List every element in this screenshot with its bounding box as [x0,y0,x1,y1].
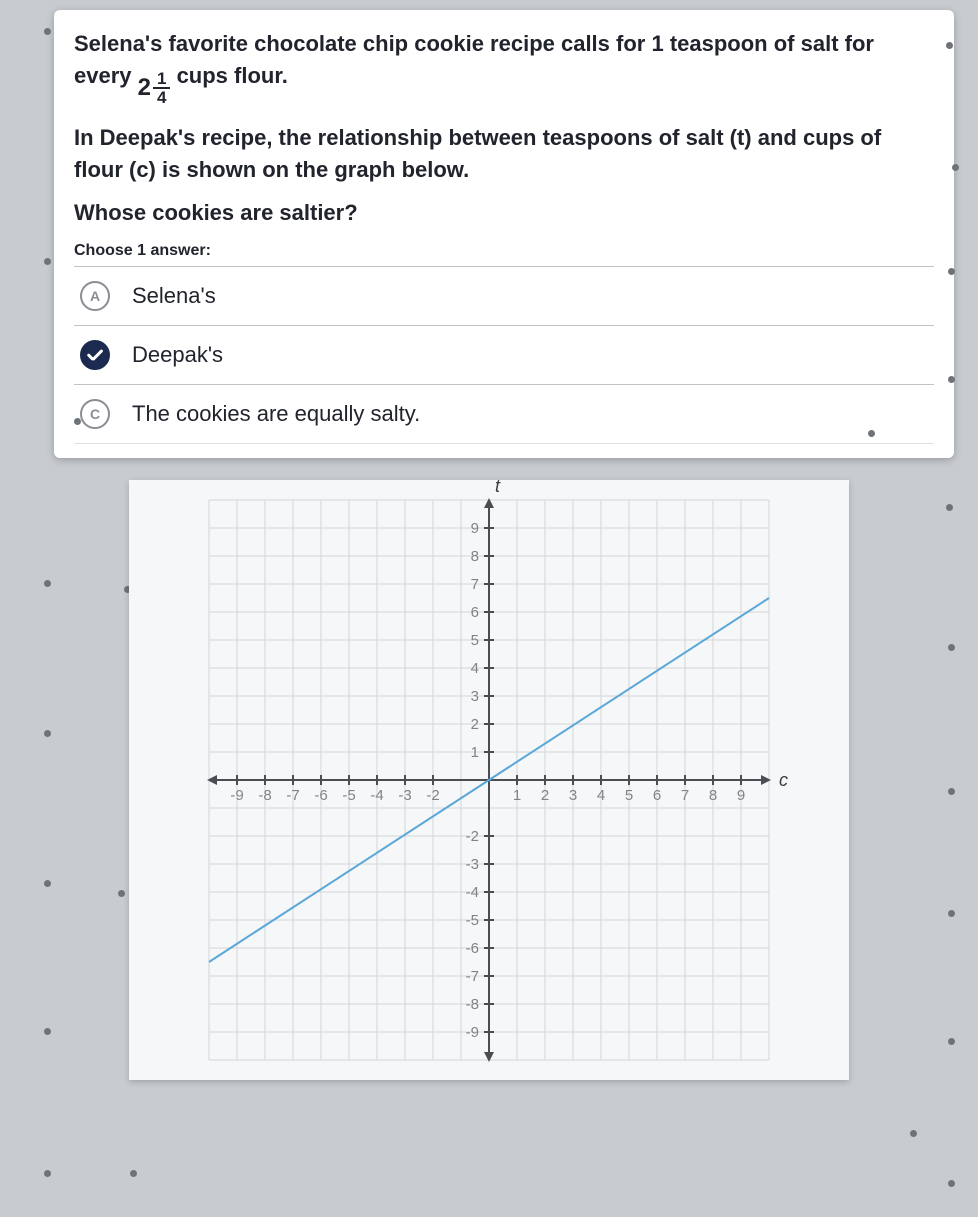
svg-text:3: 3 [569,787,577,804]
chart-svg: 1 2 3 4 5 6 7 8 9 -9 -8 -7 -6 -5 -4 -3 -2 1 2 3 4 5 6 7 8 9 -2 -3 -4… [129,480,849,1080]
fraction-whole: 2 [138,76,153,100]
svg-text:-5: -5 [466,912,479,929]
svg-text:9: 9 [737,787,745,804]
svg-text:-2: -2 [466,828,479,845]
value-teaspoon: 1 [651,31,663,56]
answer-option-b[interactable]: Deepak's [74,325,934,384]
svg-text:6: 6 [653,787,661,804]
text: cups flour. [170,63,287,88]
svg-text:-7: -7 [466,968,479,985]
problem-line-2: In Deepak's recipe, the relationship bet… [74,122,934,186]
svg-text:-8: -8 [466,996,479,1013]
svg-text:3: 3 [471,688,479,705]
svg-text:4: 4 [471,660,479,677]
svg-text:8: 8 [709,787,717,804]
svg-text:5: 5 [625,787,633,804]
svg-text:-3: -3 [398,787,411,804]
fraction-numerator: 1 [153,70,170,89]
svg-text:-9: -9 [466,1024,479,1041]
var-c: (c) [129,157,156,182]
svg-text:-2: -2 [426,787,439,804]
svg-text:-4: -4 [370,787,383,804]
var-t: (t) [730,125,752,150]
svg-text:7: 7 [471,576,479,593]
problem-line-1: Selena's favorite chocolate chip cookie … [74,28,934,106]
svg-text:8: 8 [471,548,479,565]
problem-card: Selena's favorite chocolate chip cookie … [54,10,954,458]
svg-text:5: 5 [471,632,479,649]
text: Selena's favorite chocolate chip cookie … [74,31,651,56]
svg-text:-7: -7 [286,787,299,804]
svg-text:-6: -6 [314,787,327,804]
svg-text:-9: -9 [230,787,243,804]
answer-option-c[interactable]: C The cookies are equally salty. [74,384,934,444]
svg-text:1: 1 [471,744,479,761]
svg-text:c: c [779,770,788,790]
fraction-denominator: 4 [153,89,170,106]
svg-text:2: 2 [471,716,479,733]
text: is shown on the graph below. [156,157,469,182]
svg-text:6: 6 [471,604,479,621]
svg-text:-4: -4 [466,884,479,901]
radio-c-icon: C [80,399,110,429]
svg-text:9: 9 [471,520,479,537]
mixed-fraction: 214 [138,70,171,106]
svg-text:2: 2 [541,787,549,804]
text: In Deepak's recipe, the relationship bet… [74,125,730,150]
svg-text:1: 1 [513,787,521,804]
svg-text:-3: -3 [466,856,479,873]
choose-label: Choose 1 answer: [74,242,934,260]
answer-c-label: The cookies are equally salty. [132,401,420,427]
answer-a-label: Selena's [132,283,216,309]
question-text: Whose cookies are saltier? [74,200,934,226]
svg-text:-8: -8 [258,787,271,804]
answer-option-a[interactable]: A Selena's [74,266,934,325]
coordinate-graph: 1 2 3 4 5 6 7 8 9 -9 -8 -7 -6 -5 -4 -3 -2 1 2 3 4 5 6 7 8 9 -2 -3 -4… [129,480,849,1080]
radio-a-icon: A [80,281,110,311]
svg-text:7: 7 [681,787,689,804]
svg-text:-5: -5 [342,787,355,804]
svg-text:4: 4 [597,787,605,804]
answer-b-label: Deepak's [132,342,223,368]
radio-b-selected-icon [80,340,110,370]
svg-text:-6: -6 [466,940,479,957]
